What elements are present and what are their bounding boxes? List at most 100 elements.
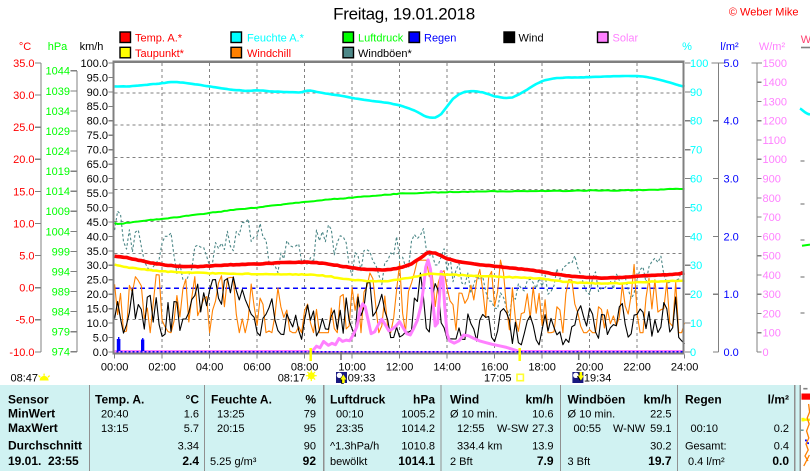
svg-text:0.2: 0.2: [774, 423, 789, 435]
svg-text:400: 400: [763, 270, 781, 282]
svg-text:20:40: 20:40: [101, 409, 129, 421]
svg-text:Sensor: Sensor: [8, 392, 49, 406]
svg-text:989: 989: [52, 287, 70, 299]
svg-text:1000: 1000: [763, 154, 787, 166]
svg-text:40: 40: [690, 231, 702, 243]
svg-text:16:00: 16:00: [481, 362, 509, 374]
svg-text:Feuchte A.: Feuchte A.: [211, 392, 272, 406]
svg-text:1100: 1100: [763, 135, 787, 147]
svg-text:l/m²: l/m²: [720, 41, 739, 53]
svg-text:08:00: 08:00: [291, 362, 319, 374]
svg-text:95: 95: [304, 423, 316, 435]
svg-text:30.2: 30.2: [650, 440, 671, 452]
svg-text:MinWert: MinWert: [8, 407, 55, 421]
svg-text:65.0: 65.0: [87, 159, 108, 171]
svg-text:km/h: km/h: [643, 392, 671, 406]
svg-text:24:00: 24:00: [671, 362, 699, 374]
svg-text:90: 90: [304, 440, 316, 452]
svg-text:2.0: 2.0: [724, 231, 739, 243]
svg-text:Ø 10 min.: Ø 10 min.: [450, 409, 498, 421]
svg-text:0.0: 0.0: [724, 347, 739, 359]
svg-text:5.0: 5.0: [19, 251, 34, 263]
svg-text:40.0: 40.0: [87, 231, 108, 243]
svg-text:27.3: 27.3: [532, 423, 553, 435]
svg-text:300: 300: [763, 289, 781, 301]
svg-text:2 Bft: 2 Bft: [450, 456, 473, 468]
svg-text:18:00: 18:00: [528, 362, 556, 374]
svg-text:600: 600: [763, 231, 781, 243]
svg-text:800: 800: [763, 193, 781, 205]
svg-text:1010.8: 1010.8: [401, 440, 435, 452]
svg-text:09:33: 09:33: [348, 372, 376, 384]
svg-text:17:05: 17:05: [484, 372, 512, 384]
svg-text:35.0: 35.0: [87, 246, 108, 258]
svg-text:999: 999: [52, 246, 70, 258]
svg-text:W/m²: W/m²: [759, 41, 786, 53]
svg-text:90.0: 90.0: [87, 87, 108, 99]
svg-text:5.0: 5.0: [93, 332, 108, 344]
svg-text:Gesamt:: Gesamt:: [685, 440, 727, 452]
svg-text:l/m²: l/m²: [768, 392, 789, 406]
svg-text:19.01. 23:55: 19.01. 23:55: [8, 454, 79, 468]
svg-text:984: 984: [52, 307, 70, 319]
svg-text:0.0: 0.0: [19, 283, 34, 295]
svg-text:Luftdruck: Luftdruck: [330, 392, 386, 406]
svg-text:5.7: 5.7: [184, 423, 199, 435]
svg-text:92: 92: [303, 454, 317, 468]
svg-text:50: 50: [690, 202, 702, 214]
svg-text:25.0: 25.0: [13, 122, 34, 134]
svg-text:23:35: 23:35: [336, 423, 364, 435]
svg-text:59.1: 59.1: [650, 423, 671, 435]
svg-text:0.4 l/m²: 0.4 l/m²: [688, 456, 725, 468]
svg-text:-10.0: -10.0: [9, 347, 34, 359]
svg-text:© Weber Mike: © Weber Mike: [729, 7, 799, 19]
svg-text:0: 0: [763, 347, 769, 359]
svg-text:km/h: km/h: [80, 41, 104, 53]
svg-text:10: 10: [690, 318, 702, 330]
svg-text:Temp. A.*: Temp. A.*: [135, 33, 183, 45]
svg-text:100: 100: [763, 328, 781, 340]
svg-text:1019: 1019: [46, 166, 70, 178]
svg-text:Windböen: Windböen: [568, 392, 626, 406]
svg-text:500: 500: [763, 251, 781, 263]
svg-text:50.0: 50.0: [87, 202, 108, 214]
svg-text:1005.2: 1005.2: [401, 409, 435, 421]
svg-text:Wind: Wind: [450, 392, 479, 406]
svg-text:79: 79: [304, 409, 316, 421]
svg-text:1014.1: 1014.1: [398, 454, 435, 468]
svg-text:19:34: 19:34: [584, 372, 612, 384]
svg-text:20.0: 20.0: [13, 154, 34, 166]
svg-text:22.5: 22.5: [650, 409, 671, 421]
svg-text:10:00: 10:00: [338, 362, 366, 374]
svg-text:13.9: 13.9: [532, 440, 553, 452]
svg-text:95.0: 95.0: [87, 72, 108, 84]
svg-text:5.0: 5.0: [724, 58, 739, 70]
svg-text:0.0: 0.0: [772, 454, 789, 468]
svg-text:%: %: [305, 392, 316, 406]
svg-text:MaxWert: MaxWert: [8, 421, 58, 435]
svg-text:70.0: 70.0: [87, 145, 108, 157]
svg-text:12:00: 12:00: [386, 362, 414, 374]
svg-text:Windböen*: Windböen*: [358, 48, 413, 60]
svg-text:0.4: 0.4: [774, 440, 789, 452]
svg-text:3.34: 3.34: [178, 440, 199, 452]
svg-text:Ø 10 min.: Ø 10 min.: [568, 409, 616, 421]
svg-text:3.0: 3.0: [724, 174, 739, 186]
svg-text:00:55: 00:55: [574, 423, 602, 435]
svg-text:3 Bft: 3 Bft: [568, 456, 591, 468]
svg-text:1.6: 1.6: [184, 409, 199, 421]
svg-text:60.0: 60.0: [87, 174, 108, 186]
svg-text:10.6: 10.6: [532, 409, 553, 421]
svg-text:1009: 1009: [46, 206, 70, 218]
svg-text:°C: °C: [19, 41, 31, 53]
svg-text:08:47: 08:47: [11, 372, 39, 384]
svg-text:5.25 g/m³: 5.25 g/m³: [210, 456, 257, 468]
svg-text:80: 80: [690, 116, 702, 128]
svg-text:00:00: 00:00: [101, 362, 129, 374]
svg-text:10.0: 10.0: [13, 218, 34, 230]
svg-text:2.4: 2.4: [182, 454, 199, 468]
svg-text:1029: 1029: [46, 126, 70, 138]
svg-text:1024: 1024: [46, 146, 70, 158]
svg-text:1400: 1400: [763, 77, 787, 89]
svg-text:90: 90: [690, 87, 702, 99]
